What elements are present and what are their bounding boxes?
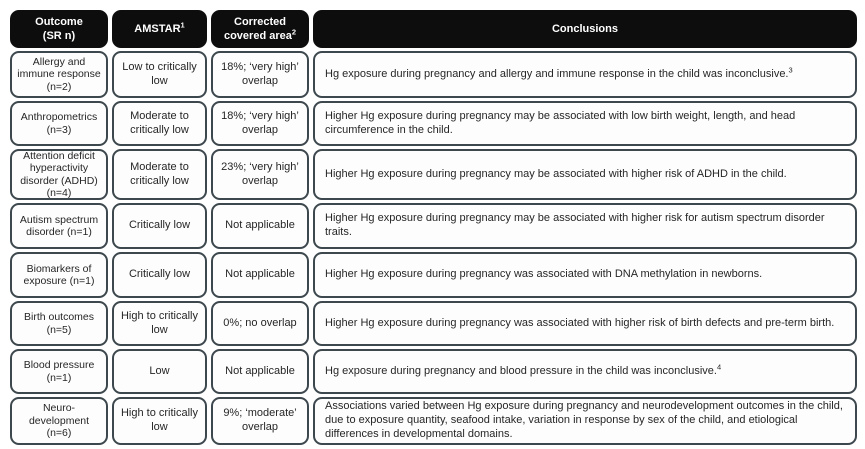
conclusion-footnote-marker: 4 — [716, 361, 722, 371]
amstar-cell-anthropometrics: Moderate to critically low — [112, 101, 207, 146]
column-header-conclusions: Conclusions — [313, 10, 857, 48]
conclusion-cell-neurodevelopment: Associations varied between Hg exposure … — [313, 397, 857, 445]
conclusion-cell-anthropometrics: Higher Hg exposure during pregnancy may … — [313, 101, 857, 146]
outcome-cell-biomarkers: Biomarkers of exposure (n=1) — [10, 252, 108, 298]
conclusion-cell-allergy-immune: Hg exposure during pregnancy and allergy… — [313, 51, 857, 98]
column-header-amstar-label: AMSTAR1 — [134, 20, 185, 35]
conclusion-cell-birth-outcomes: Higher Hg exposure during pregnancy was … — [313, 301, 857, 346]
outcome-cell-birth-outcomes: Birth outcomes (n=5) — [10, 301, 108, 346]
outcome-cell-blood-pressure: Blood pressure (n=1) — [10, 349, 108, 394]
conclusion-cell-blood-pressure: Hg exposure during pregnancy and blood p… — [313, 349, 857, 394]
column-header-conclusions-label: Conclusions — [551, 22, 618, 35]
amstar-cell-blood-pressure: Low — [112, 349, 207, 394]
conclusion-cell-adhd: Higher Hg exposure during pregnancy may … — [313, 149, 857, 200]
conclusion-cell-autism: Higher Hg exposure during pregnancy may … — [313, 203, 857, 249]
amstar-cell-autism: Critically low — [112, 203, 207, 249]
coverage-cell-neurodevelopment: 9%; ‘moderate’ overlap — [211, 397, 309, 445]
outcome-cell-autism: Autism spectrum disorder (n=1) — [10, 203, 108, 249]
coverage-cell-anthropometrics: 18%; ‘very high’ overlap — [211, 101, 309, 146]
amstar-cell-adhd: Moderate to critically low — [112, 149, 207, 200]
amstar-cell-neurodevelopment: High to critically low — [112, 397, 207, 445]
coverage-cell-birth-outcomes: 0%; no overlap — [211, 301, 309, 346]
conclusion-footnote-marker: 3 — [788, 64, 793, 74]
coverage-cell-allergy-immune: 18%; ‘very high’ overlap — [211, 51, 309, 98]
outcome-cell-allergy-immune: Allergy and immune response (n=2) — [10, 51, 108, 98]
outcome-cell-adhd: Attention deficit hyperactivity disorder… — [10, 149, 108, 200]
column-header-outcome: Outcome (SR n) — [10, 10, 108, 48]
amstar-cell-birth-outcomes: High to critically low — [112, 301, 207, 346]
outcome-cell-neurodevelopment: Neuro-development (n=6) — [10, 397, 108, 445]
coverage-cell-autism: Not applicable — [211, 203, 309, 249]
column-header-amstar: AMSTAR1 — [112, 10, 207, 48]
outcome-cell-anthropometrics: Anthropometrics (n=3) — [10, 101, 108, 146]
conclusion-cell-biomarkers: Higher Hg exposure during pregnancy was … — [313, 252, 857, 298]
coverage-cell-adhd: 23%; ‘very high’ overlap — [211, 149, 309, 200]
amstar-footnote-marker: 1 — [180, 20, 185, 30]
column-header-corrected-covered-area-label: Corrected covered area2 — [223, 15, 297, 42]
cca-footnote-marker: 2 — [291, 27, 297, 37]
coverage-cell-biomarkers: Not applicable — [211, 252, 309, 298]
amstar-cell-allergy-immune: Low to critically low — [112, 51, 207, 98]
coverage-cell-blood-pressure: Not applicable — [211, 349, 309, 394]
amstar-cell-biomarkers: Critically low — [112, 252, 207, 298]
column-header-corrected-covered-area: Corrected covered area2 — [211, 10, 309, 48]
column-header-outcome-label: Outcome (SR n) — [35, 15, 83, 42]
